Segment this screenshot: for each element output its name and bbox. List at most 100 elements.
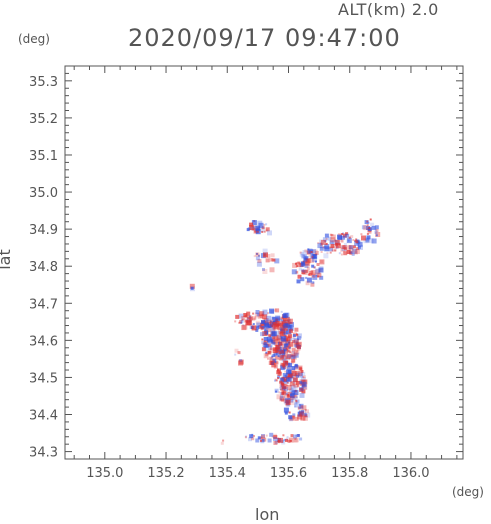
y-tick-label: 34.6 (29, 334, 58, 349)
data-cell (280, 381, 284, 385)
data-cell (285, 360, 289, 364)
data-cell (315, 269, 321, 275)
data-cell (331, 246, 337, 252)
data-cell (284, 378, 287, 382)
data-cell (267, 438, 272, 443)
data-cell (278, 341, 283, 346)
data-cell (254, 317, 257, 320)
data-cell (316, 263, 320, 266)
data-cell (367, 221, 370, 224)
data-cell (235, 314, 240, 319)
data-cell (256, 252, 258, 255)
data-cell (241, 315, 246, 320)
data-cell (279, 346, 283, 350)
data-cell (315, 268, 321, 274)
data-cell (298, 267, 302, 271)
data-cell (189, 283, 195, 289)
data-cell (355, 240, 359, 244)
data-cell (312, 274, 318, 280)
data-cell (234, 348, 239, 353)
data-cell (291, 347, 296, 352)
data-cell (329, 233, 332, 236)
data-cell (269, 308, 274, 314)
data-cell (314, 260, 317, 263)
data-cell (262, 269, 268, 274)
data-cell (281, 390, 285, 394)
data-cell (274, 441, 278, 445)
data-cell (278, 332, 281, 335)
data-cell (292, 334, 296, 338)
data-cell (283, 343, 288, 348)
data-cell (329, 246, 332, 249)
data-cell (319, 275, 324, 280)
data-cell (305, 258, 311, 264)
data-cell (371, 238, 377, 244)
data-cell (248, 437, 252, 442)
data-cell (263, 341, 267, 345)
data-cell (240, 319, 244, 323)
data-cell (295, 262, 301, 268)
data-cell (309, 270, 314, 275)
data-cell (244, 319, 248, 323)
data-cell (275, 440, 277, 443)
data-cell (270, 351, 273, 353)
data-cell (281, 336, 287, 342)
y-tick-label: 35.3 (29, 75, 58, 90)
data-cell (352, 248, 358, 254)
y-tick-label: 35.1 (29, 149, 58, 164)
data-cell (266, 336, 272, 342)
data-cell (283, 364, 286, 367)
data-cell (269, 356, 274, 361)
data-cell (267, 343, 271, 347)
data-cell (345, 232, 349, 236)
data-cell (265, 349, 268, 352)
data-cell (290, 401, 295, 406)
data-cell (323, 253, 329, 259)
data-cell (356, 247, 360, 251)
data-cell (274, 316, 277, 319)
data-cell (282, 366, 285, 369)
data-cell (320, 251, 323, 253)
data-cell (294, 349, 300, 355)
data-cell (352, 245, 356, 249)
data-cell (293, 337, 299, 343)
data-cell (370, 222, 375, 227)
data-cell (255, 252, 260, 257)
plot-frame (64, 65, 464, 460)
data-cell (350, 235, 354, 239)
data-cell (234, 320, 237, 323)
data-cell (366, 220, 369, 223)
data-cell (291, 355, 296, 359)
data-cell (275, 318, 279, 322)
data-cell (277, 321, 283, 327)
data-cell (257, 230, 259, 233)
data-cell (318, 267, 324, 273)
data-cell (244, 436, 247, 439)
data-cell (288, 415, 293, 420)
data-cell (294, 403, 299, 408)
data-cell (290, 434, 294, 438)
data-cell (337, 236, 342, 241)
data-cell (299, 372, 303, 376)
data-cell (289, 439, 292, 442)
data-cell (374, 225, 379, 230)
data-cell (302, 269, 308, 275)
data-cell (265, 353, 268, 357)
data-cell (340, 253, 343, 256)
data-cell (240, 322, 243, 324)
data-cell (273, 441, 278, 445)
data-cell (302, 376, 305, 379)
data-cell (279, 380, 282, 384)
data-cell (272, 317, 278, 323)
data-cell (330, 234, 336, 240)
data-cell (269, 267, 275, 273)
data-cell (286, 369, 292, 375)
data-cell (286, 384, 289, 387)
data-cell (288, 341, 294, 347)
data-cell (282, 347, 287, 352)
data-cell (334, 239, 340, 245)
y-tick-label: 34.8 (29, 260, 58, 275)
data-cell (374, 228, 377, 231)
data-cell (277, 437, 280, 440)
